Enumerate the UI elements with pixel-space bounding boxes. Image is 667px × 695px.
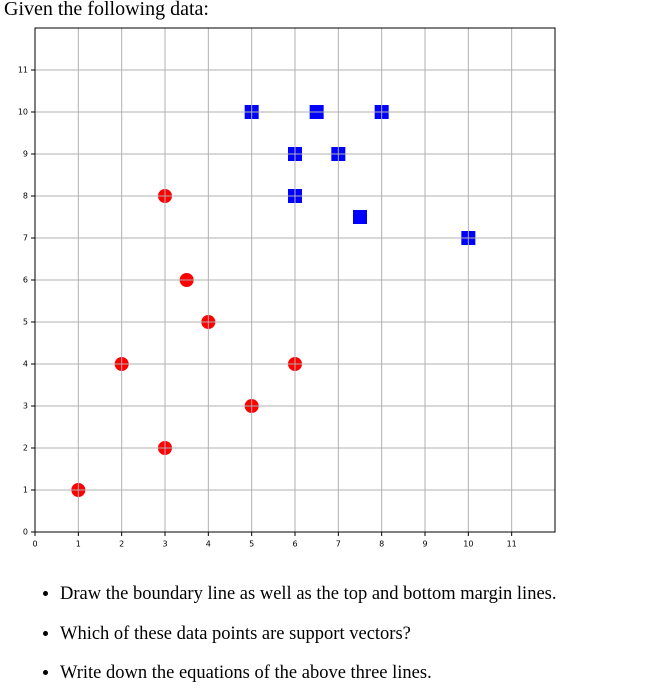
plot-frame	[34, 27, 556, 533]
y-tick-label: 11	[18, 66, 28, 75]
x-tick-label: 3	[162, 540, 167, 549]
x-tick-label: 0	[32, 540, 37, 549]
intro-text: Given the following data:	[4, 0, 209, 20]
x-tick-label: 10	[463, 540, 473, 549]
x-tick-label: 4	[206, 540, 211, 549]
x-tick-label: 11	[507, 540, 517, 549]
y-tick-label: 7	[23, 234, 28, 243]
y-tick-label: 1	[23, 486, 28, 495]
x-tick-label: 7	[336, 540, 341, 549]
chart: 0 1 2 3 4 5 6 7 8 9 10 11 0 1 2 3 4 5 6 7 8 9 10 11	[18, 27, 556, 549]
bullet-list: Draw the boundary line as well as the to…	[20, 576, 556, 695]
x-tick-label: 2	[119, 540, 124, 549]
y-tick-label: 10	[18, 108, 28, 117]
bullet-item: Write down the equations of the above th…	[60, 655, 556, 695]
y-tick-label: 3	[23, 402, 28, 411]
y-tick-label: 9	[23, 150, 28, 159]
y-tick-label: 0	[23, 528, 28, 537]
data-point	[353, 210, 367, 224]
x-tick-label: 1	[76, 540, 81, 549]
y-tick-label: 4	[23, 360, 28, 369]
bullet-item: Which of these data points are support v…	[60, 616, 556, 656]
y-tick-label: 5	[23, 318, 28, 327]
bullet-item: Draw the boundary line as well as the to…	[60, 576, 556, 616]
x-tick-label: 6	[292, 540, 297, 549]
x-tick-label: 5	[249, 540, 254, 549]
y-tick-label: 6	[23, 276, 28, 285]
y-tick-label: 2	[23, 444, 28, 453]
x-tick-label: 8	[379, 540, 384, 549]
x-tick-label: 9	[422, 540, 427, 549]
y-tick-label: 8	[23, 192, 28, 201]
